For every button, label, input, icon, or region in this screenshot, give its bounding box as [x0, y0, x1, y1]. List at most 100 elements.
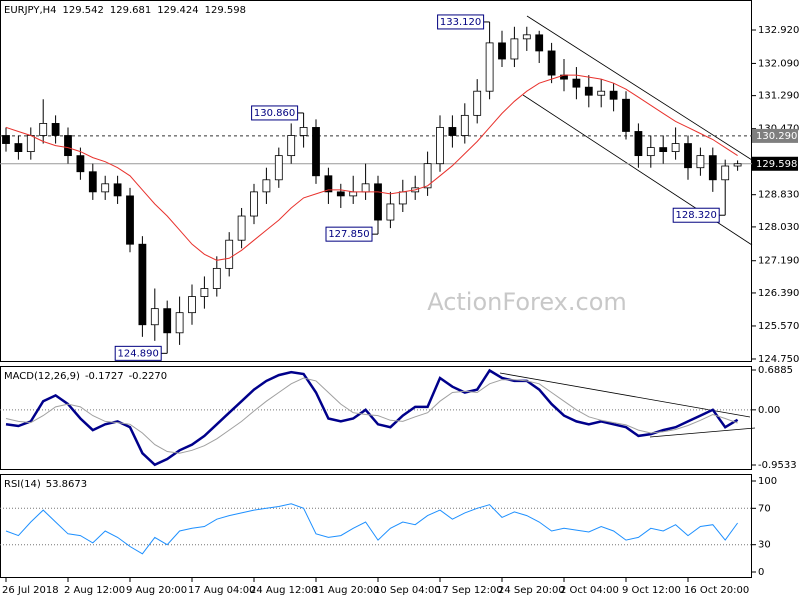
annotation-box [672, 207, 720, 223]
panel-frame [0, 366, 752, 470]
candle-body [498, 42, 506, 60]
candle-body [225, 239, 234, 269]
candle-body [547, 50, 556, 76]
panel-frame [0, 474, 752, 578]
y-tick-label: 127.190 [758, 256, 799, 267]
annotation-box [325, 226, 373, 242]
y-tick-label: 132.090 [758, 58, 799, 69]
candle-body [113, 183, 122, 197]
candle-body [287, 135, 296, 157]
candle-body [237, 215, 246, 241]
candle-body [646, 147, 655, 157]
candle-body [76, 155, 85, 173]
watermark: ActionForex.com [427, 288, 627, 316]
candle-body [250, 191, 258, 217]
candle-body [150, 308, 159, 326]
candle-body [684, 143, 692, 169]
y-tick-label: 0.6885 [758, 365, 793, 376]
series-line [5, 503, 739, 555]
candle-body [733, 163, 742, 167]
candle-body [39, 123, 48, 136]
candle-body [696, 155, 705, 169]
y-tick-label: 131.290 [758, 91, 799, 102]
candle-body [324, 175, 333, 193]
x-tick-label: 2 Aug 12:00 [64, 585, 125, 596]
candle-body [609, 90, 618, 100]
candle-body [721, 165, 730, 181]
y-tick-label: 132.920 [758, 25, 799, 36]
x-tick-label: 16 Oct 20:00 [684, 585, 749, 596]
candle-body [460, 114, 469, 136]
candle-body [299, 127, 308, 136]
candle-body [386, 203, 395, 221]
candle-body [584, 86, 593, 96]
candle-body [188, 296, 196, 314]
candle-body [659, 147, 668, 153]
y-tick-label: 100 [758, 476, 777, 487]
x-tick-label: 31 Aug 20:00 [312, 585, 379, 596]
candle-body [622, 98, 630, 132]
panel-title: EURJPY,H4 129.542 129.681 129.424 129.598 [4, 5, 246, 16]
annotation-label: 127.850 [328, 229, 369, 240]
candle-body [522, 34, 531, 40]
candle-body [361, 183, 370, 193]
y-tick-label: 70 [758, 503, 771, 514]
y-tick-label: 126.390 [758, 288, 799, 299]
x-tick-label: 26 Jul 2018 [2, 585, 59, 596]
candle-body [535, 34, 544, 52]
x-tick-label: 17 Aug 04:00 [188, 585, 255, 596]
candle-body [101, 183, 110, 193]
candle-body [163, 308, 172, 334]
price-line-label: 130.290 [756, 131, 797, 142]
panel-title-text: MACD(12,26,9) [4, 371, 80, 382]
y-tick-label: 128.030 [758, 222, 799, 233]
candle-body [200, 288, 209, 297]
x-tick-label: 2 Oct 04:00 [560, 585, 619, 596]
annotation-box [437, 14, 485, 30]
panel-title-text: RSI(14) [4, 479, 41, 490]
candle-body [26, 135, 35, 153]
y-tick-label: -0.9533 [758, 460, 797, 471]
x-tick-label: 9 Aug 20:00 [126, 585, 187, 596]
candle-body [64, 135, 72, 157]
y-tick-label: 124.750 [758, 354, 799, 365]
candle-body [349, 191, 358, 197]
panel-title: MACD(12,26,9) -0.1727 -0.2270 [4, 371, 167, 382]
candle-body [126, 195, 134, 245]
candle-body [2, 135, 10, 144]
readout-low: 129.424 [157, 5, 198, 16]
annotation-label: 128.320 [676, 210, 717, 221]
readout-value: 53.8673 [46, 479, 87, 490]
readout-close: 129.598 [205, 5, 246, 16]
candle-body [374, 183, 382, 221]
y-tick-label: 125.570 [758, 321, 799, 332]
candle-body [312, 127, 320, 177]
y-tick-label: 0.00 [758, 405, 780, 416]
candle-body [51, 123, 60, 136]
candle-body [448, 127, 457, 136]
candle-body [436, 127, 444, 165]
annotation-label: 130.860 [254, 108, 295, 119]
candle-body [708, 155, 717, 181]
y-tick-label: 30 [758, 540, 771, 551]
candle-body [485, 42, 494, 92]
readout-open: 129.542 [63, 5, 104, 16]
candle-body [398, 191, 407, 205]
candle-body [336, 191, 345, 197]
readout-high: 129.681 [110, 5, 151, 16]
x-tick-label: 10 Sep 04:00 [374, 585, 441, 596]
y-tick-label: 0 [758, 567, 764, 578]
x-tick-label: 9 Oct 12:00 [622, 585, 681, 596]
candle-body [634, 131, 643, 157]
annotation-box [251, 105, 299, 121]
panel-frame [0, 0, 752, 362]
price-line-label: 129.598 [756, 159, 797, 170]
x-tick-label: 24 Aug 12:00 [250, 585, 317, 596]
price-line-box [752, 156, 798, 171]
candle-body [274, 155, 283, 181]
panel-title-text: EURJPY,H4 [4, 5, 57, 16]
x-tick-label: 17 Sep 12:00 [436, 585, 503, 596]
annotation-box [114, 345, 162, 361]
